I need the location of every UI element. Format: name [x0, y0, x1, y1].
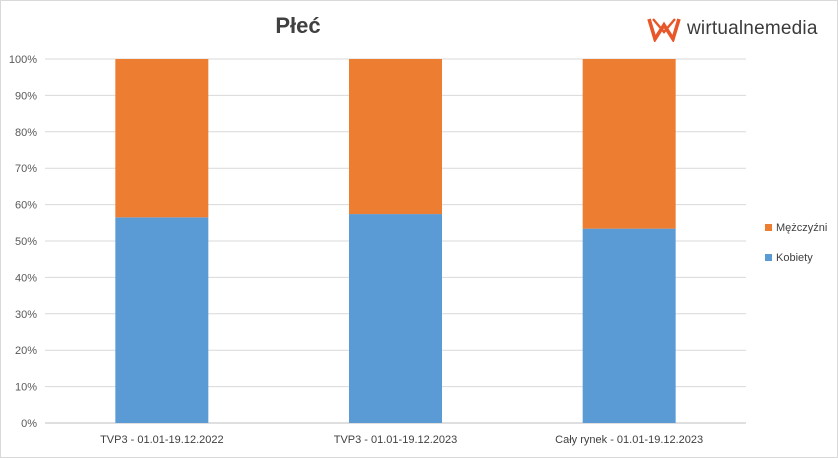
x-tick-label: TVP3 - 01.01-19.12.2022 — [100, 434, 224, 446]
y-tick-label: 50% — [15, 236, 37, 248]
legend-swatch — [765, 254, 772, 261]
y-tick-label: 0% — [21, 418, 37, 430]
legend-label: Mężczyźni — [776, 222, 827, 234]
x-tick-label: TVP3 - 01.01-19.12.2023 — [334, 434, 458, 446]
legend-swatch — [765, 224, 772, 231]
bar-m-czy-ni-2 — [582, 59, 676, 229]
y-tick-label: 20% — [15, 345, 37, 357]
bar-m-czy-ni-1 — [349, 59, 442, 215]
y-tick-label: 80% — [15, 127, 37, 139]
y-tick-label: 40% — [15, 272, 37, 284]
x-tick-label: Cały rynek - 01.01-19.12.2023 — [555, 434, 703, 446]
bar-kobiety-1 — [349, 214, 442, 423]
wirtualnemedia-logo: wirtualnemedia — [647, 15, 818, 43]
y-tick-label: 60% — [15, 200, 37, 212]
bar-kobiety-2 — [582, 228, 676, 423]
y-tick-label: 30% — [15, 309, 37, 321]
bar-m-czy-ni-0 — [115, 59, 209, 218]
wirtualnemedia-logo-icon — [647, 18, 681, 42]
y-tick-label: 100% — [9, 54, 37, 66]
y-tick-label: 10% — [15, 382, 37, 394]
legend-label: Kobiety — [776, 252, 813, 264]
logo-text: wirtualnemedia — [687, 18, 818, 39]
chart-title: Płeć — [275, 13, 321, 38]
bar-kobiety-0 — [115, 217, 209, 423]
y-tick-label: 70% — [15, 163, 37, 175]
y-tick-label: 90% — [15, 90, 37, 102]
